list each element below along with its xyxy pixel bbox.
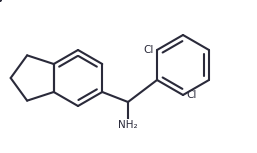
Text: NH₂: NH₂ [118,120,138,130]
Text: Cl: Cl [144,45,154,55]
Text: Cl: Cl [186,90,196,100]
